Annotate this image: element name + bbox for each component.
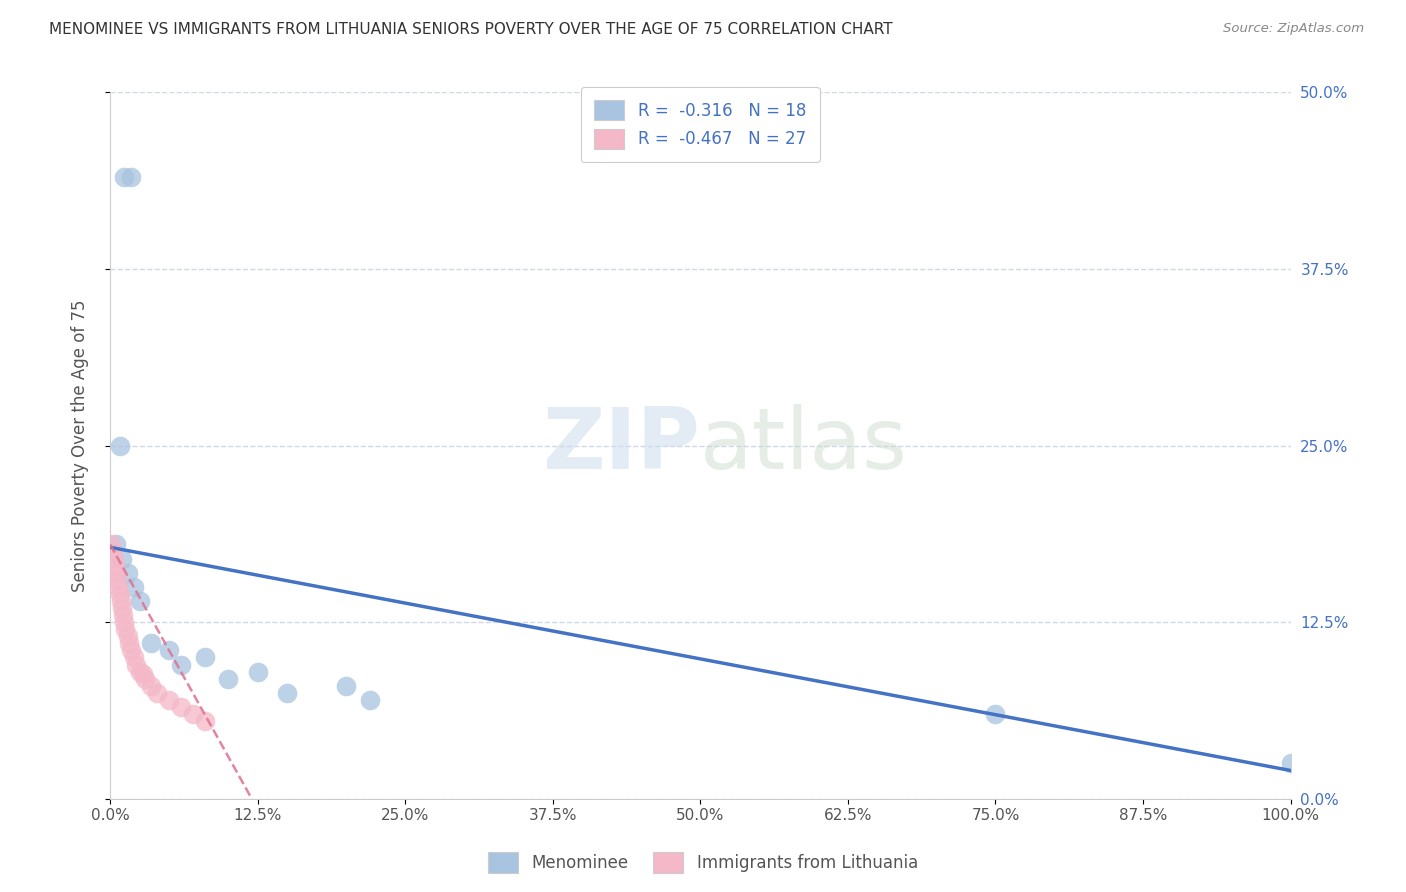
Point — [276, 686, 298, 700]
Point — [114, 622, 136, 636]
Point — [157, 693, 180, 707]
Point — [104, 558, 127, 573]
Point — [107, 580, 129, 594]
Point — [104, 537, 127, 551]
Point — [128, 665, 150, 679]
Point — [111, 601, 134, 615]
Point — [141, 636, 163, 650]
Point — [122, 580, 145, 594]
Point — [141, 679, 163, 693]
Point — [122, 650, 145, 665]
Point — [100, 537, 122, 551]
Point — [111, 551, 134, 566]
Point — [146, 686, 169, 700]
Point — [112, 170, 135, 185]
Point — [112, 615, 135, 629]
Point — [112, 608, 135, 623]
Point — [335, 679, 357, 693]
Point — [193, 650, 215, 665]
Point — [120, 170, 142, 185]
Point — [108, 587, 131, 601]
Point — [134, 672, 156, 686]
Point — [110, 594, 132, 608]
Y-axis label: Seniors Poverty Over the Age of 75: Seniors Poverty Over the Age of 75 — [72, 300, 89, 591]
Point — [359, 693, 381, 707]
Point — [103, 551, 125, 566]
Point — [105, 573, 128, 587]
Point — [217, 672, 239, 686]
Point — [101, 544, 124, 558]
Point — [157, 643, 180, 657]
Point — [118, 636, 141, 650]
Point — [1279, 756, 1302, 771]
Point — [984, 706, 1007, 721]
Point — [108, 439, 131, 453]
Point — [117, 566, 139, 580]
Text: MENOMINEE VS IMMIGRANTS FROM LITHUANIA SENIORS POVERTY OVER THE AGE OF 75 CORREL: MENOMINEE VS IMMIGRANTS FROM LITHUANIA S… — [49, 22, 893, 37]
Point — [170, 657, 193, 672]
Legend: R =  -0.316   N = 18, R =  -0.467   N = 27: R = -0.316 N = 18, R = -0.467 N = 27 — [581, 87, 820, 162]
Text: atlas: atlas — [700, 404, 908, 487]
Point — [246, 665, 269, 679]
Point — [193, 714, 215, 728]
Point — [181, 706, 204, 721]
Legend: Menominee, Immigrants from Lithuania: Menominee, Immigrants from Lithuania — [481, 846, 925, 880]
Text: Source: ZipAtlas.com: Source: ZipAtlas.com — [1223, 22, 1364, 36]
Point — [120, 643, 142, 657]
Point — [125, 657, 148, 672]
Point — [104, 566, 127, 580]
Point — [117, 629, 139, 643]
Point — [170, 700, 193, 714]
Point — [128, 594, 150, 608]
Text: ZIP: ZIP — [543, 404, 700, 487]
Point — [132, 667, 155, 681]
